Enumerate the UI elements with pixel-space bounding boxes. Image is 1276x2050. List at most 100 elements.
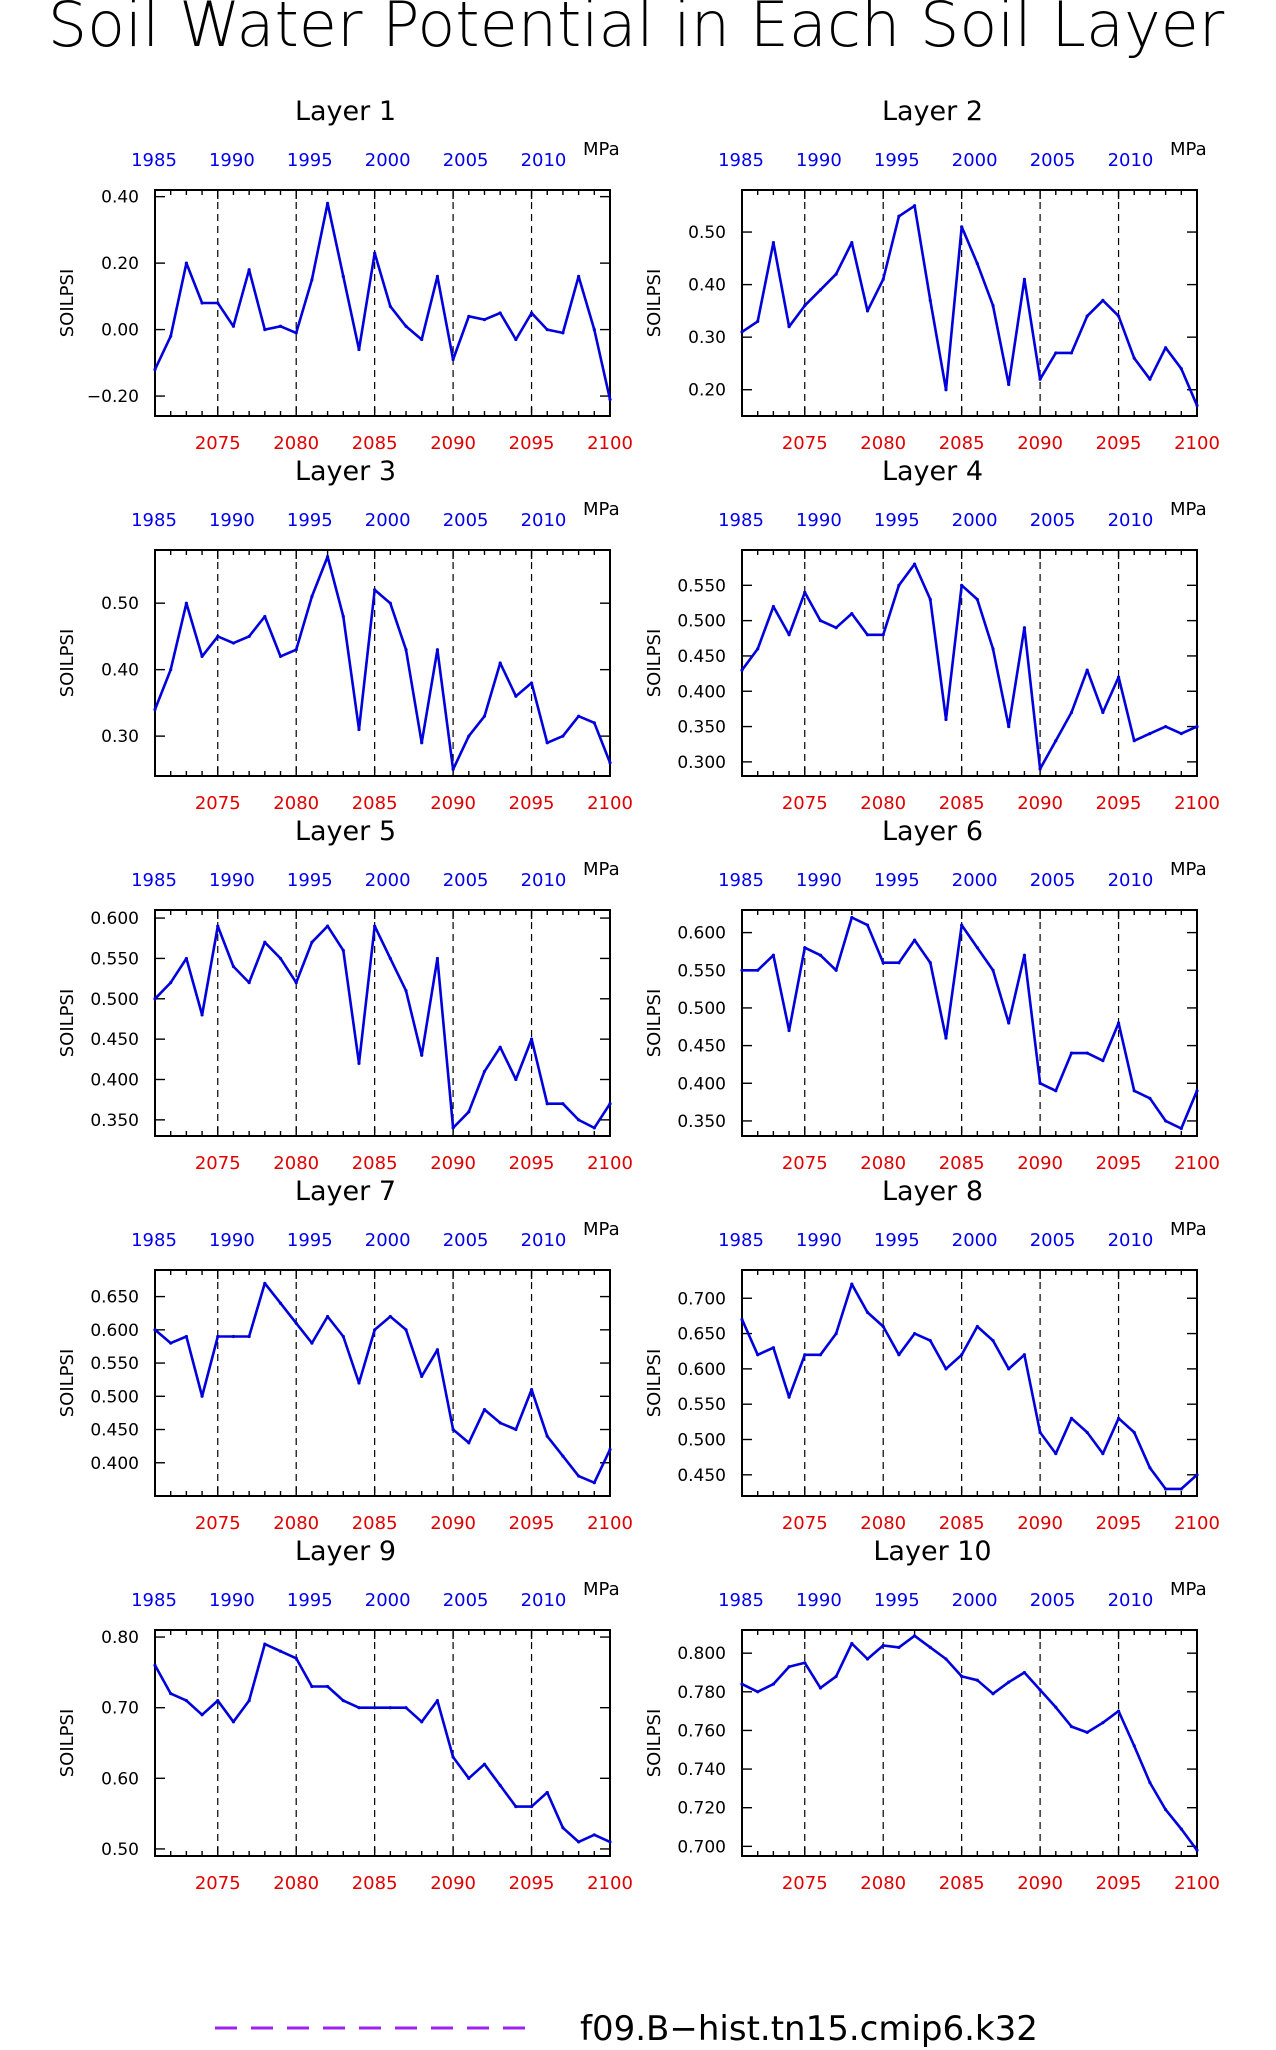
data-point bbox=[325, 924, 330, 928]
series-line bbox=[740, 1282, 1198, 1491]
data-point bbox=[388, 1706, 392, 1710]
y-tick-label: 0.20 bbox=[688, 381, 726, 401]
x-tick-label: 2085 bbox=[939, 793, 985, 814]
x-top-tick-label: 2000 bbox=[365, 510, 411, 531]
data-point bbox=[756, 319, 760, 323]
data-point bbox=[278, 1649, 283, 1653]
data-point bbox=[740, 968, 744, 972]
data-point bbox=[1022, 1353, 1027, 1357]
x-top-tick-label: 1990 bbox=[209, 510, 255, 531]
y-tick-label: 0.500 bbox=[677, 999, 726, 1019]
data-point bbox=[928, 1339, 932, 1343]
data-point bbox=[498, 1783, 502, 1787]
data-point bbox=[263, 1281, 267, 1285]
y-tick-label: 0.450 bbox=[677, 1037, 726, 1057]
unit-label: MPa bbox=[1170, 859, 1207, 880]
data-point bbox=[1179, 1126, 1183, 1131]
x-top-tick-label: 1985 bbox=[718, 150, 764, 171]
data-point bbox=[834, 968, 838, 972]
y-tick-label: 0.740 bbox=[677, 1760, 726, 1780]
data-point bbox=[388, 1314, 392, 1319]
data-point bbox=[153, 1328, 157, 1332]
data-point bbox=[865, 1310, 870, 1314]
data-point bbox=[1054, 1452, 1058, 1456]
y-tick-label: 0.700 bbox=[677, 1289, 726, 1309]
data-point bbox=[325, 555, 330, 559]
data-point bbox=[263, 940, 267, 944]
data-point bbox=[1038, 1081, 1042, 1085]
data-point bbox=[498, 661, 502, 665]
data-point bbox=[420, 741, 424, 745]
x-tick-label: 2100 bbox=[587, 1873, 633, 1894]
data-point bbox=[482, 714, 487, 718]
x-tick-label: 2095 bbox=[1096, 793, 1142, 814]
series-line bbox=[742, 916, 1199, 1130]
data-point bbox=[1148, 1096, 1152, 1100]
y-tick-label: 0.550 bbox=[677, 961, 726, 981]
y-tick-label: 0.40 bbox=[101, 188, 139, 208]
x-tick-label: 2080 bbox=[860, 1513, 906, 1534]
y-tick-label: 0.650 bbox=[90, 1288, 139, 1308]
x-top-tick-label: 1985 bbox=[718, 510, 764, 531]
data-point bbox=[435, 1348, 440, 1352]
data-point bbox=[1179, 367, 1183, 371]
data-point bbox=[467, 1776, 471, 1780]
data-point bbox=[482, 318, 487, 322]
data-point bbox=[169, 334, 173, 338]
x-top-tick-label: 2010 bbox=[521, 150, 567, 171]
data-point bbox=[928, 1645, 932, 1649]
x-tick-label: 2075 bbox=[195, 1513, 241, 1534]
x-tick-label: 2090 bbox=[1017, 1513, 1063, 1534]
x-tick-label: 2085 bbox=[939, 1513, 985, 1534]
data-point bbox=[451, 1126, 455, 1130]
y-tick-label: −0.20 bbox=[87, 387, 139, 407]
data-point bbox=[388, 601, 392, 605]
x-top-tick-label: 1995 bbox=[874, 1590, 920, 1611]
data-point bbox=[310, 278, 314, 282]
data-point bbox=[1116, 1416, 1121, 1420]
data-point bbox=[881, 1643, 885, 1648]
data-point bbox=[278, 1301, 283, 1305]
data-point bbox=[834, 1674, 838, 1678]
data-point bbox=[975, 1324, 979, 1329]
data-point bbox=[184, 1334, 188, 1339]
data-point bbox=[1101, 1721, 1105, 1725]
data-point bbox=[818, 953, 823, 957]
data-point bbox=[1179, 1487, 1183, 1491]
y-tick-label: 0.40 bbox=[101, 661, 139, 681]
data-point bbox=[357, 1381, 361, 1385]
y-tick-label: 0.450 bbox=[90, 1030, 139, 1050]
x-top-tick-label: 2000 bbox=[365, 1230, 411, 1251]
y-tick-label: 0.800 bbox=[677, 1644, 726, 1664]
data-point bbox=[1085, 1430, 1089, 1435]
data-point bbox=[1054, 1705, 1058, 1709]
x-tick-label: 2090 bbox=[430, 1513, 476, 1534]
series-line bbox=[153, 202, 612, 400]
data-point bbox=[420, 1720, 424, 1724]
y-tick-label: 0.600 bbox=[90, 909, 139, 929]
panel-layer-9: Layer 9 MPa SOILPSI 2075 2080 2085 2090 2095 210… bbox=[57, 1536, 633, 1894]
plot-frame bbox=[741, 1269, 1198, 1497]
data-point bbox=[404, 1706, 408, 1710]
data-point bbox=[373, 1706, 377, 1710]
data-point bbox=[153, 707, 157, 712]
data-point bbox=[771, 240, 775, 245]
panel-title: Layer 10 bbox=[873, 1536, 991, 1567]
data-point bbox=[912, 938, 917, 942]
x-top-tick-label: 1990 bbox=[796, 510, 842, 531]
data-point bbox=[818, 619, 823, 623]
data-point bbox=[231, 1334, 236, 1339]
series-line bbox=[154, 1282, 612, 1484]
x-top-tick-label: 2010 bbox=[1108, 1230, 1154, 1251]
x-top-tick-label: 1995 bbox=[287, 510, 333, 531]
data-point bbox=[294, 331, 298, 335]
data-point bbox=[247, 1334, 251, 1339]
unit-label: MPa bbox=[583, 1579, 620, 1600]
data-point bbox=[834, 272, 838, 276]
x-top-tick-label: 2000 bbox=[365, 870, 411, 891]
data-point bbox=[231, 324, 236, 328]
panel-layer-8: Layer 8 MPa SOILPSI 2075 2080 2085 2090 2095 210… bbox=[644, 1176, 1220, 1534]
panel-title: Layer 8 bbox=[882, 1176, 983, 1207]
panel-layer-6: Layer 6 MPa SOILPSI 2075 2080 2085 2090 2095 210… bbox=[644, 816, 1220, 1174]
x-tick-label: 2095 bbox=[509, 1873, 555, 1894]
